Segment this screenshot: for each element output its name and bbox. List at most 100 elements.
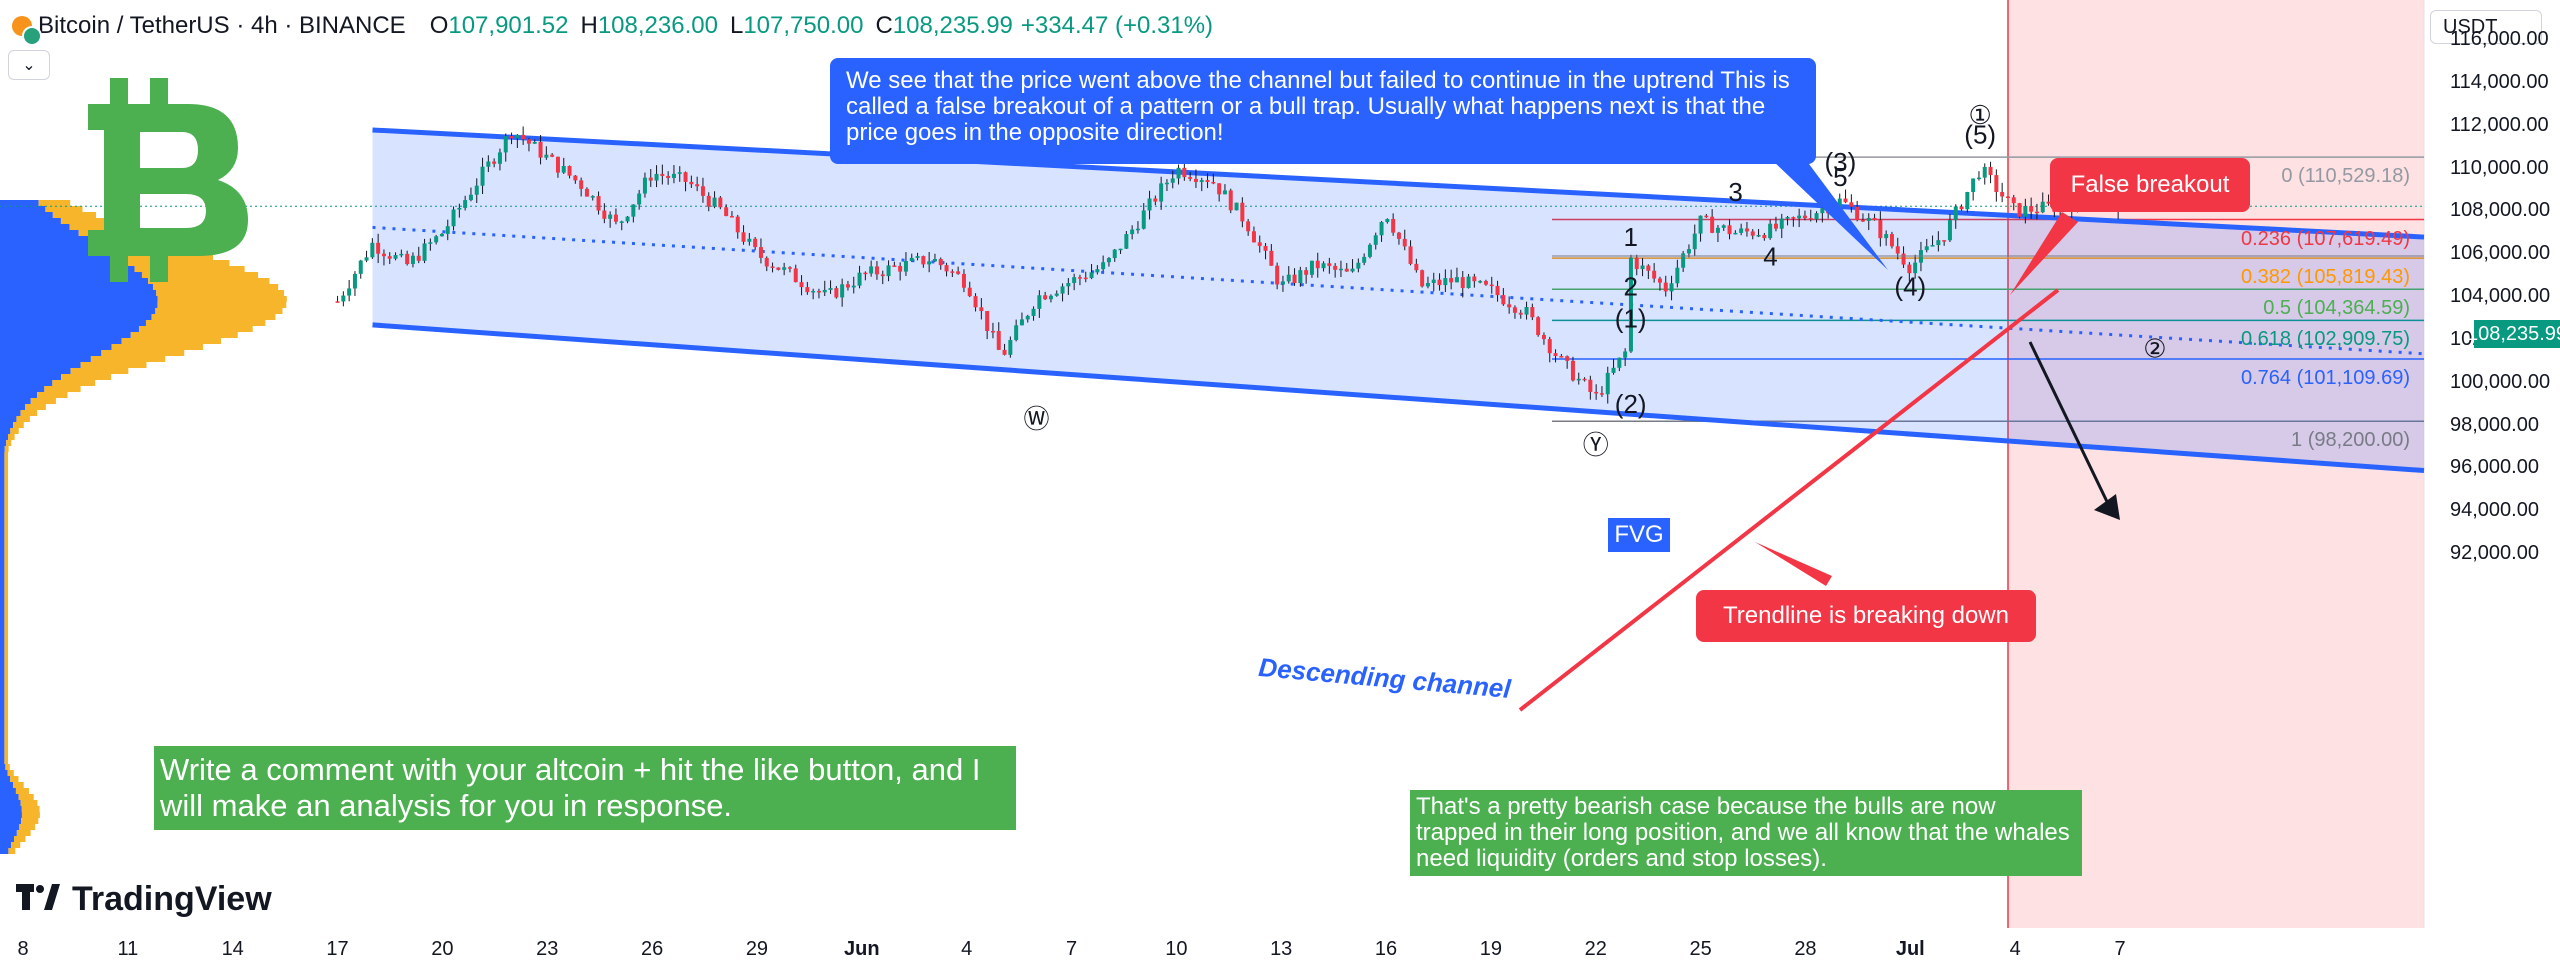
volume-profile-bar-5 bbox=[0, 230, 79, 236]
volume-profile-bar-63 bbox=[0, 578, 5, 584]
candle-body bbox=[1327, 263, 1332, 266]
volume-profile-bar-40 bbox=[0, 440, 7, 446]
candle-body bbox=[805, 287, 810, 293]
volume-profile-bar-45 bbox=[0, 470, 5, 476]
volume-profile-bar-18 bbox=[0, 308, 156, 314]
candle-body bbox=[1431, 279, 1436, 283]
rising-trendline bbox=[1518, 288, 2060, 712]
volume-profile-bar-30 bbox=[0, 380, 53, 386]
tradingview-logo[interactable]: TradingView bbox=[16, 880, 272, 919]
false-breakout-callout: False breakout bbox=[2050, 158, 2250, 212]
volume-profile-bar-up-86 bbox=[4, 716, 8, 722]
currency-selector[interactable]: USDT bbox=[2430, 10, 2542, 44]
candle-body bbox=[1872, 217, 1877, 221]
candle-body bbox=[1501, 295, 1506, 305]
candle-body bbox=[961, 273, 966, 288]
time-tick: 11 bbox=[117, 938, 139, 960]
time-tick: 17 bbox=[326, 938, 349, 960]
candle-body bbox=[1263, 245, 1268, 251]
volume-profile-bar-up-12 bbox=[141, 272, 259, 278]
trendline-callout-pointer bbox=[1755, 542, 1832, 586]
candle-body bbox=[1257, 242, 1262, 246]
volume-profile-bar-up-100 bbox=[20, 800, 38, 806]
candle-body bbox=[1095, 269, 1100, 273]
candle-body bbox=[735, 216, 740, 233]
candle-body bbox=[1449, 278, 1454, 283]
volume-profile-bar-80 bbox=[0, 680, 5, 686]
volume-profile-bar-44 bbox=[0, 464, 5, 470]
candle-body bbox=[950, 271, 955, 273]
volume-profile-bar-up-20 bbox=[145, 320, 266, 326]
legend-toggle-button[interactable]: ⌄ bbox=[8, 50, 50, 80]
candle-body bbox=[1379, 222, 1384, 236]
candle-body bbox=[1791, 217, 1796, 219]
candle-body bbox=[1362, 256, 1367, 263]
chevron-down-icon: ⌄ bbox=[22, 57, 36, 74]
candle-body bbox=[1773, 223, 1778, 229]
volume-profile-bar-68 bbox=[0, 608, 5, 614]
volume-profile-bar-up-21 bbox=[138, 326, 253, 332]
candle-body bbox=[1988, 166, 1993, 176]
candle-body bbox=[1222, 190, 1227, 195]
candle-body bbox=[840, 284, 845, 298]
bitcoin-logo-icon bbox=[78, 70, 258, 295]
volume-profile-bar-58 bbox=[0, 548, 5, 554]
candle-body bbox=[1965, 191, 1970, 210]
volume-profile-bar-61 bbox=[0, 566, 5, 572]
volume-profile-bar-102 bbox=[0, 812, 22, 818]
volume-profile-bar-up-46 bbox=[4, 476, 8, 482]
candle-body bbox=[405, 253, 410, 265]
open-label: O bbox=[429, 12, 449, 39]
wave-label-5: (3) bbox=[1825, 147, 1857, 177]
tradingview-logo-icon bbox=[16, 880, 60, 919]
candle-body bbox=[1135, 228, 1140, 231]
candle-body bbox=[985, 311, 990, 332]
volume-profile-bar-up-41 bbox=[4, 446, 9, 452]
symbol-title[interactable]: Bitcoin / TetherUS · 4h · BINANCE bbox=[38, 12, 406, 39]
candle-body bbox=[358, 260, 363, 274]
candle-body bbox=[1101, 262, 1106, 270]
volume-profile-bar-up-1 bbox=[45, 206, 83, 212]
candle-body bbox=[695, 184, 700, 187]
candle-body bbox=[1756, 235, 1761, 237]
volume-profile-bar-up-47 bbox=[4, 482, 8, 488]
candle-body bbox=[422, 243, 427, 261]
candle-body bbox=[428, 242, 433, 244]
price-tick: 98,000.00 bbox=[2450, 413, 2539, 436]
candle-body bbox=[1315, 260, 1320, 269]
candle-body bbox=[1768, 223, 1773, 239]
volume-profile-bar-up-11 bbox=[134, 266, 245, 272]
candle-body bbox=[486, 161, 491, 167]
volume-profile-bar-up-18 bbox=[155, 308, 283, 314]
volume-profile-bar-72 bbox=[0, 632, 5, 638]
candle-body bbox=[1031, 308, 1036, 316]
fib-label-2: 0.382 (105,819.43) bbox=[2240, 266, 2410, 289]
candle-body bbox=[2000, 192, 2005, 197]
volume-profile-bar-38 bbox=[0, 428, 11, 434]
candle-body bbox=[561, 165, 566, 173]
volume-profile-bar-up-39 bbox=[8, 434, 15, 440]
candle-body bbox=[729, 216, 734, 218]
candle-body bbox=[1837, 198, 1842, 208]
candle-body bbox=[1646, 265, 1651, 271]
volume-profile-bar-up-30 bbox=[52, 380, 96, 386]
candle-body bbox=[515, 134, 520, 139]
volume-profile-bar-up-44 bbox=[4, 464, 8, 470]
candle-body bbox=[1350, 268, 1355, 272]
volume-profile-bar-89 bbox=[0, 734, 5, 740]
volume-profile-bar-up-51 bbox=[4, 506, 8, 512]
volume-profile-bar-82 bbox=[0, 692, 5, 698]
volume-profile-bar-up-52 bbox=[4, 512, 8, 518]
channel-fill bbox=[372, 129, 2424, 471]
candle-body bbox=[1849, 202, 1854, 207]
volume-profile-bar-up-31 bbox=[44, 386, 81, 392]
volume-profile-bar-43 bbox=[0, 458, 5, 464]
false-breakout-pointer bbox=[2010, 212, 2078, 295]
volume-profile-bar-up-25 bbox=[101, 350, 185, 356]
volume-profile-bar-up-69 bbox=[4, 614, 8, 620]
candle-body bbox=[1611, 367, 1616, 373]
candle-body bbox=[1182, 167, 1187, 178]
candle-body bbox=[747, 238, 752, 242]
